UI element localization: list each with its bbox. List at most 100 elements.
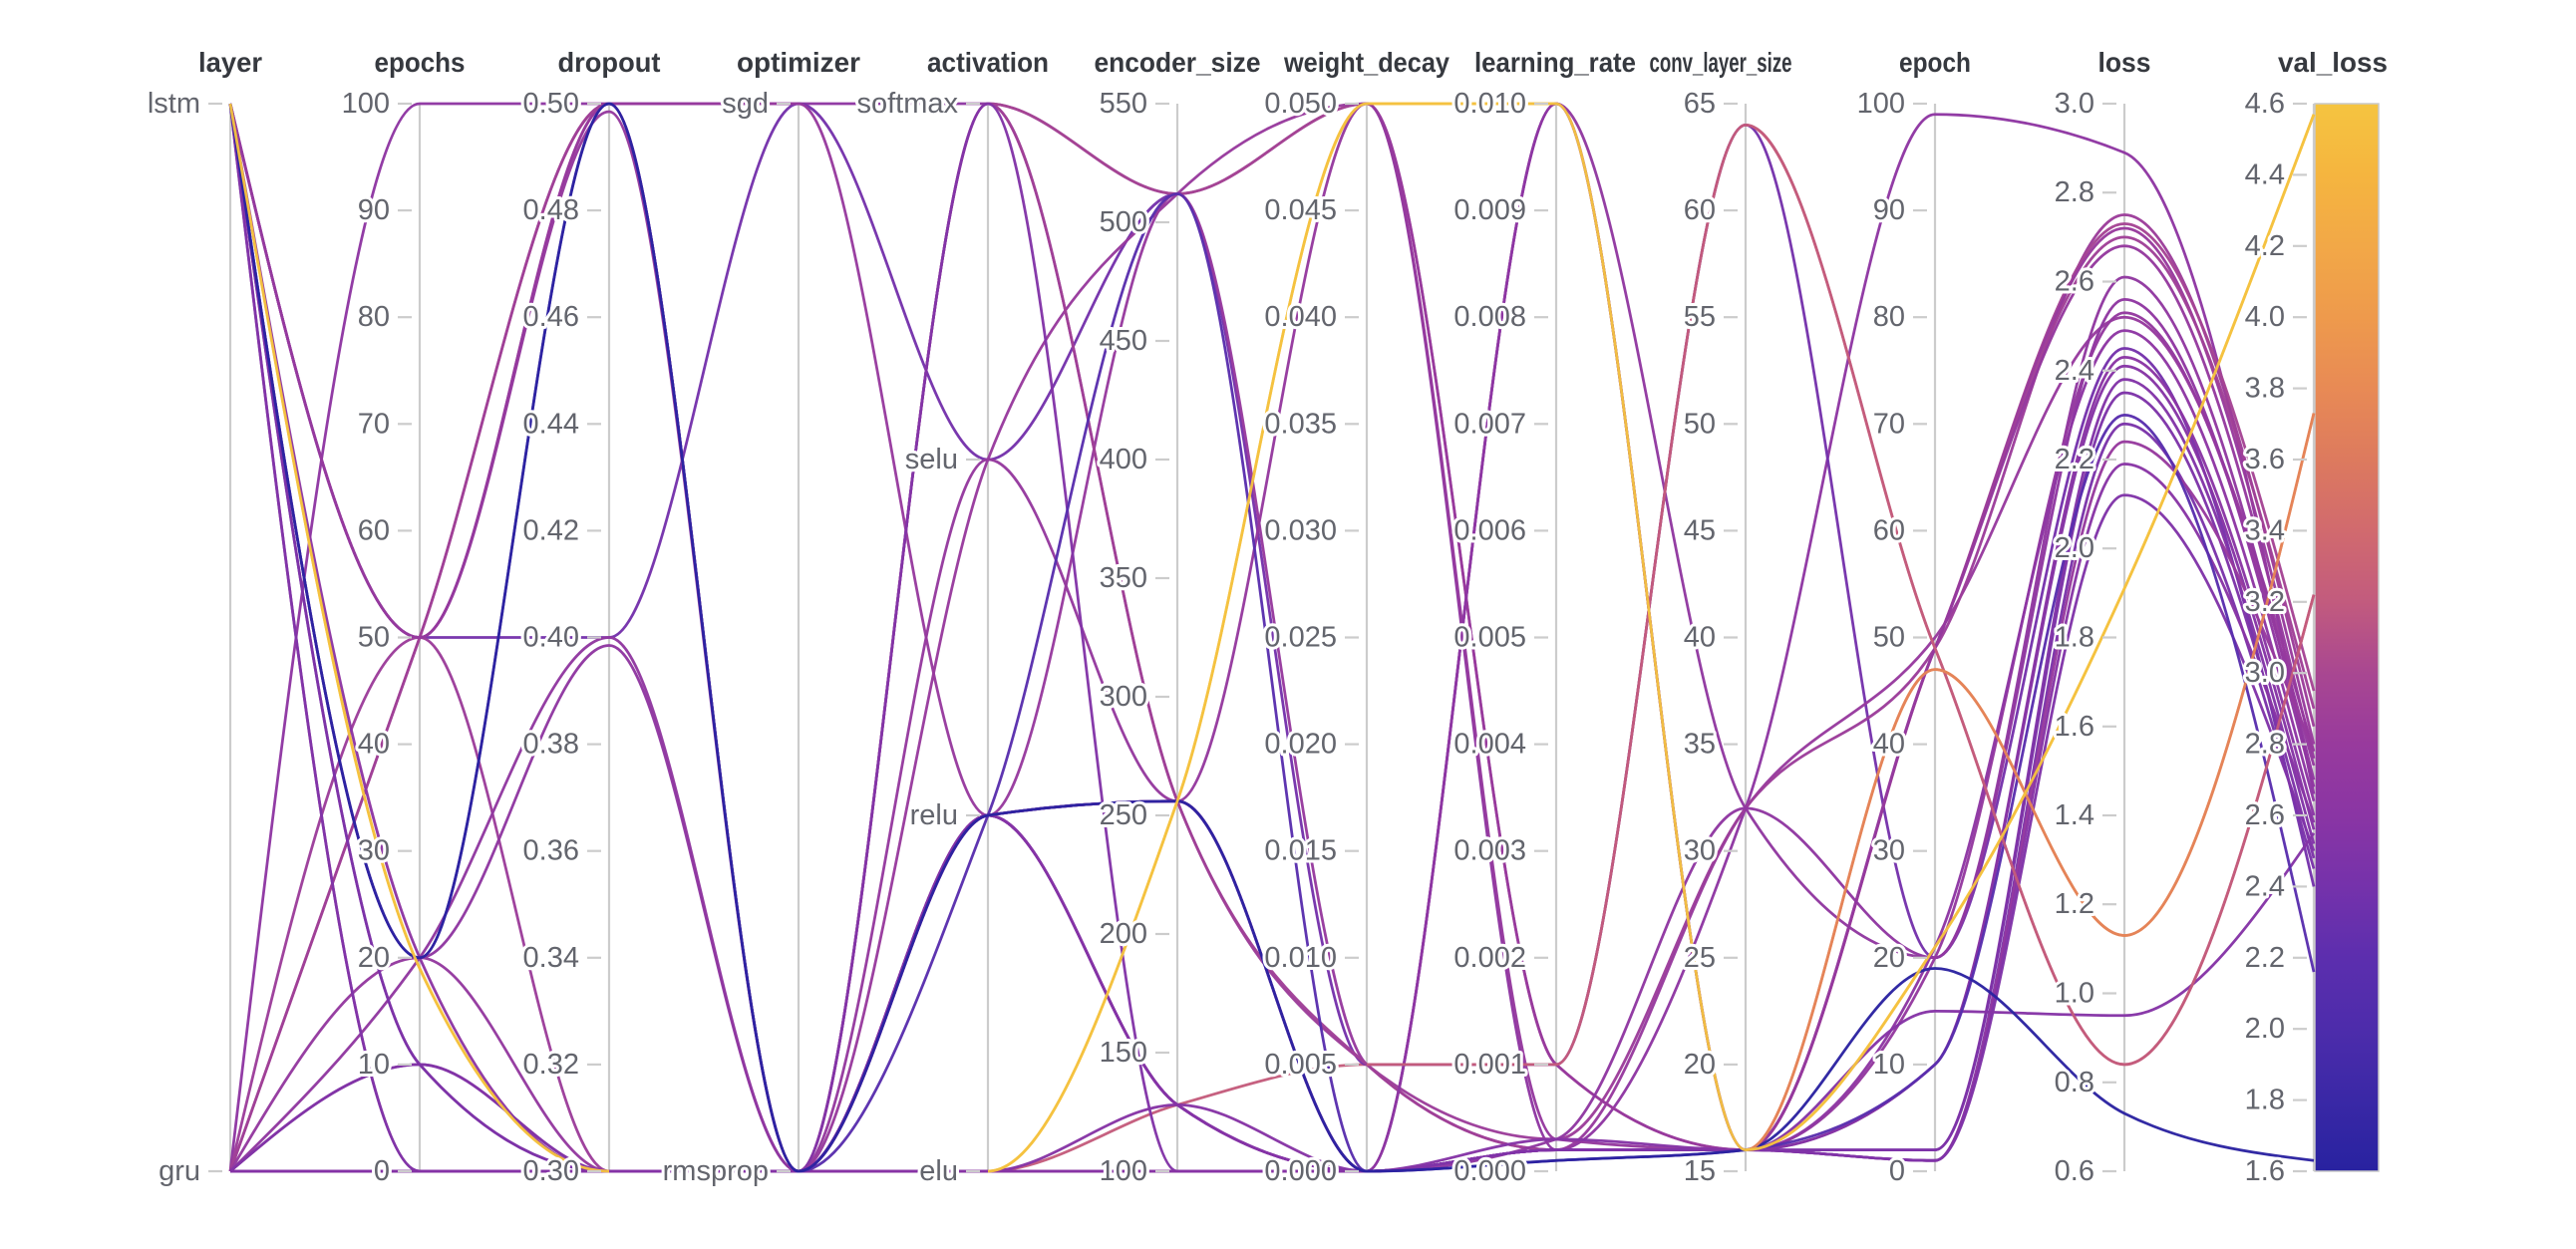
svg-text:0.30: 0.30 [523, 1155, 579, 1187]
svg-text:0.46: 0.46 [523, 301, 579, 333]
svg-text:0.025: 0.025 [1264, 622, 1337, 654]
svg-text:40: 40 [1684, 622, 1716, 654]
svg-text:0.007: 0.007 [1453, 408, 1526, 440]
svg-text:learning_rate: learning_rate [1474, 47, 1636, 78]
svg-text:0.005: 0.005 [1264, 1049, 1337, 1081]
svg-text:3.6: 3.6 [2245, 444, 2285, 475]
svg-text:0.6: 0.6 [2055, 1155, 2094, 1187]
svg-text:90: 90 [1873, 194, 1905, 226]
svg-text:30: 30 [358, 835, 390, 867]
svg-text:80: 80 [1873, 301, 1905, 333]
svg-text:layer: layer [198, 47, 262, 78]
svg-text:30: 30 [1873, 835, 1905, 867]
svg-text:2.6: 2.6 [2245, 799, 2285, 831]
svg-text:450: 450 [1100, 325, 1147, 357]
svg-text:90: 90 [358, 194, 390, 226]
svg-text:selu: selu [905, 444, 958, 475]
svg-text:activation: activation [927, 47, 1049, 78]
svg-text:0.050: 0.050 [1264, 88, 1337, 120]
svg-text:0.36: 0.36 [523, 835, 579, 867]
svg-text:10: 10 [358, 1049, 390, 1081]
svg-text:0.009: 0.009 [1453, 194, 1526, 226]
svg-text:60: 60 [1684, 194, 1716, 226]
svg-text:300: 300 [1100, 681, 1147, 713]
svg-text:3.8: 3.8 [2245, 373, 2285, 405]
svg-text:0.000: 0.000 [1453, 1155, 1526, 1187]
svg-text:epoch: epoch [1899, 47, 1971, 78]
svg-text:4.0: 4.0 [2245, 301, 2285, 333]
svg-text:45: 45 [1684, 514, 1716, 546]
svg-text:lstm: lstm [148, 88, 200, 120]
svg-text:1.8: 1.8 [2245, 1085, 2285, 1116]
svg-text:2.0: 2.0 [2245, 1013, 2285, 1045]
svg-text:0.44: 0.44 [523, 408, 579, 440]
svg-text:val_loss: val_loss [2278, 47, 2388, 78]
svg-text:1.4: 1.4 [2055, 799, 2094, 831]
svg-text:1.6: 1.6 [2245, 1155, 2285, 1187]
svg-text:0: 0 [1889, 1155, 1905, 1187]
svg-text:0.005: 0.005 [1453, 622, 1526, 654]
svg-text:550: 550 [1100, 88, 1147, 120]
svg-text:2.2: 2.2 [2245, 942, 2285, 974]
svg-text:0.50: 0.50 [523, 88, 579, 120]
svg-text:100: 100 [1857, 88, 1905, 120]
svg-text:0.003: 0.003 [1453, 835, 1526, 867]
svg-text:100: 100 [342, 88, 390, 120]
svg-text:0.035: 0.035 [1264, 408, 1337, 440]
svg-text:80: 80 [358, 301, 390, 333]
svg-text:50: 50 [1873, 622, 1905, 654]
svg-text:0.32: 0.32 [523, 1049, 579, 1081]
svg-text:0.000: 0.000 [1264, 1155, 1337, 1187]
svg-text:2.4: 2.4 [2055, 355, 2094, 387]
svg-text:2.8: 2.8 [2245, 729, 2285, 761]
svg-text:35: 35 [1684, 729, 1716, 761]
svg-text:2.8: 2.8 [2055, 176, 2094, 208]
svg-text:sgd: sgd [722, 88, 769, 120]
svg-text:55: 55 [1684, 301, 1716, 333]
svg-text:2.6: 2.6 [2055, 266, 2094, 298]
svg-text:70: 70 [1873, 408, 1905, 440]
svg-text:0.002: 0.002 [1453, 942, 1526, 974]
svg-text:0.010: 0.010 [1453, 88, 1526, 120]
svg-text:0.38: 0.38 [523, 729, 579, 761]
svg-text:0.42: 0.42 [523, 514, 579, 546]
svg-text:0.045: 0.045 [1264, 194, 1337, 226]
svg-text:1.2: 1.2 [2055, 888, 2094, 920]
svg-text:2.2: 2.2 [2055, 444, 2094, 475]
svg-text:epochs: epochs [375, 47, 466, 78]
svg-text:60: 60 [358, 514, 390, 546]
svg-text:25: 25 [1684, 942, 1716, 974]
svg-text:50: 50 [358, 622, 390, 654]
svg-text:softmax: softmax [856, 88, 958, 120]
svg-text:2.0: 2.0 [2055, 532, 2094, 564]
svg-text:0.006: 0.006 [1453, 514, 1526, 546]
svg-text:20: 20 [1684, 1049, 1716, 1081]
svg-text:10: 10 [1873, 1049, 1905, 1081]
svg-text:3.0: 3.0 [2055, 88, 2094, 120]
svg-text:0.34: 0.34 [523, 942, 579, 974]
svg-text:500: 500 [1100, 206, 1147, 238]
svg-text:1.8: 1.8 [2055, 622, 2094, 654]
svg-text:200: 200 [1100, 918, 1147, 950]
svg-text:40: 40 [358, 729, 390, 761]
svg-text:0.008: 0.008 [1453, 301, 1526, 333]
svg-text:dropout: dropout [558, 47, 661, 78]
svg-text:rmsprop: rmsprop [663, 1155, 769, 1187]
svg-text:loss: loss [2098, 47, 2151, 78]
svg-text:0.8: 0.8 [2055, 1067, 2094, 1098]
svg-text:3.0: 3.0 [2245, 657, 2285, 689]
svg-text:400: 400 [1100, 444, 1147, 475]
svg-text:70: 70 [358, 408, 390, 440]
svg-text:1.6: 1.6 [2055, 711, 2094, 743]
svg-text:0.001: 0.001 [1453, 1049, 1526, 1081]
svg-text:0.004: 0.004 [1453, 729, 1526, 761]
svg-text:0.040: 0.040 [1264, 301, 1337, 333]
svg-text:encoder_size: encoder_size [1095, 47, 1261, 78]
svg-text:15: 15 [1684, 1155, 1716, 1187]
svg-text:0.40: 0.40 [523, 622, 579, 654]
svg-text:50: 50 [1684, 408, 1716, 440]
svg-text:350: 350 [1100, 562, 1147, 594]
svg-text:2.4: 2.4 [2245, 870, 2285, 902]
svg-text:0.015: 0.015 [1264, 835, 1337, 867]
svg-text:100: 100 [1100, 1155, 1147, 1187]
